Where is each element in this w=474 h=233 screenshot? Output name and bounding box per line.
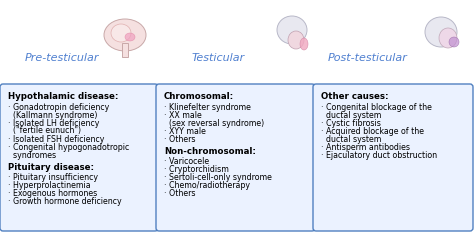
- FancyBboxPatch shape: [0, 84, 158, 231]
- Text: · Acquired blockage of the: · Acquired blockage of the: [321, 127, 424, 136]
- Text: · Gonadotropin deficiency: · Gonadotropin deficiency: [8, 103, 109, 112]
- FancyBboxPatch shape: [313, 84, 473, 231]
- Text: · Pituitary insufficiency: · Pituitary insufficiency: [8, 173, 98, 182]
- Text: · Hyperprolactinemia: · Hyperprolactinemia: [8, 181, 91, 190]
- Text: (Kallmann syndrome): (Kallmann syndrome): [8, 110, 97, 120]
- Text: ductal system: ductal system: [321, 110, 382, 120]
- Text: · Antisperm antibodies: · Antisperm antibodies: [321, 143, 410, 151]
- Ellipse shape: [300, 38, 308, 50]
- Text: · Klinefelter syndrome: · Klinefelter syndrome: [164, 103, 251, 112]
- Text: Chromosomal:: Chromosomal:: [164, 92, 234, 101]
- FancyBboxPatch shape: [156, 84, 315, 231]
- Ellipse shape: [425, 17, 457, 47]
- Bar: [122, 43, 128, 57]
- Text: Post-testicular: Post-testicular: [328, 53, 408, 63]
- Text: · XX male: · XX male: [164, 110, 202, 120]
- Text: (sex reversal syndrome): (sex reversal syndrome): [164, 119, 264, 127]
- Text: · Isolated LH deficiency: · Isolated LH deficiency: [8, 119, 100, 127]
- Text: Hypothalamic disease:: Hypothalamic disease:: [8, 92, 118, 101]
- Text: · Varicocele: · Varicocele: [164, 157, 209, 166]
- Text: Pre-testicular: Pre-testicular: [25, 53, 99, 63]
- Text: Pituitary disease:: Pituitary disease:: [8, 162, 94, 171]
- Text: · Congenital blockage of the: · Congenital blockage of the: [321, 103, 432, 112]
- Text: · Ejaculatory duct obstruction: · Ejaculatory duct obstruction: [321, 151, 437, 160]
- Text: · Growth hormone deficiency: · Growth hormone deficiency: [8, 197, 122, 206]
- Text: · Exogenous hormones: · Exogenous hormones: [8, 189, 97, 198]
- Ellipse shape: [439, 28, 457, 48]
- Text: Non-chromosomal:: Non-chromosomal:: [164, 147, 256, 155]
- Ellipse shape: [125, 33, 135, 41]
- Text: ("fertile eunuch"): ("fertile eunuch"): [8, 127, 81, 136]
- Text: · Congenital hypogonadotropic: · Congenital hypogonadotropic: [8, 143, 129, 151]
- Ellipse shape: [111, 24, 131, 42]
- Text: · Sertoli-cell-only syndrome: · Sertoli-cell-only syndrome: [164, 173, 272, 182]
- Text: · XYY male: · XYY male: [164, 127, 206, 136]
- Text: · Others: · Others: [164, 189, 195, 198]
- Ellipse shape: [104, 19, 146, 51]
- Text: · Chemo/radiotherapy: · Chemo/radiotherapy: [164, 181, 250, 190]
- Text: · Others: · Others: [164, 134, 195, 144]
- Text: syndromes: syndromes: [8, 151, 56, 160]
- Ellipse shape: [288, 31, 304, 49]
- Text: · Cryptorchidism: · Cryptorchidism: [164, 165, 229, 174]
- Text: ductal system: ductal system: [321, 134, 382, 144]
- Text: Other causes:: Other causes:: [321, 92, 389, 101]
- Text: · Cystic fibrosis: · Cystic fibrosis: [321, 119, 381, 127]
- Text: · Isolated FSH deficiency: · Isolated FSH deficiency: [8, 134, 104, 144]
- Ellipse shape: [277, 16, 307, 44]
- Ellipse shape: [449, 37, 459, 47]
- Text: Testicular: Testicular: [191, 53, 245, 63]
